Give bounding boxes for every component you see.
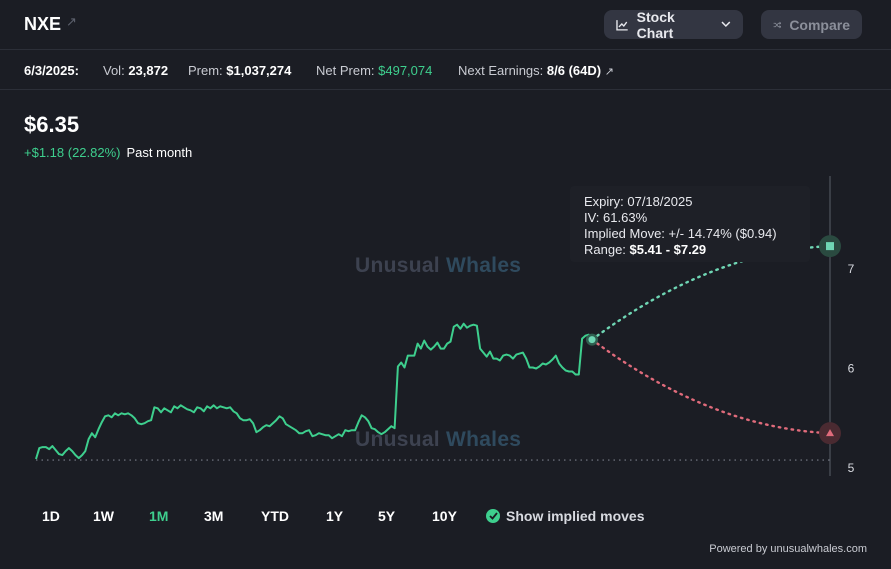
- external-link-icon[interactable]: ↗: [604, 66, 614, 78]
- tooltip-expiry: Expiry: 07/18/2025: [584, 194, 796, 210]
- net-premium-label: Net Prem:: [316, 63, 375, 78]
- price-change-period: Past month: [126, 145, 193, 160]
- info-date: 6/3/2025:: [24, 63, 79, 78]
- tooltip-expiry-value: 07/18/2025: [627, 194, 693, 209]
- compare-button[interactable]: Compare: [761, 10, 862, 39]
- current-price-point: [588, 336, 596, 344]
- premium-label: Prem:: [188, 63, 223, 78]
- volume: Vol: 23,872: [103, 63, 168, 78]
- range-1d[interactable]: 1D: [42, 508, 60, 524]
- line-chart-icon: [616, 19, 628, 31]
- range-3m[interactable]: 3M: [204, 508, 224, 524]
- powered-by: Powered by unusualwhales.com: [709, 543, 867, 555]
- y-tick-label: 5: [848, 461, 855, 475]
- ticker-symbol: NXE: [24, 14, 62, 34]
- implied-move-tooltip: Expiry: 07/18/2025 IV: 61.63% Implied Mo…: [570, 186, 810, 262]
- watermark-bottom: Unusual Whales: [355, 428, 521, 452]
- next-earnings: Next Earnings: 8/6 (64D) ↗: [458, 63, 614, 78]
- range-1m[interactable]: 1M: [149, 508, 169, 524]
- tooltip-iv-value: 61.63%: [603, 210, 648, 225]
- watermark-part2: Whales: [445, 428, 522, 451]
- watermark-top: Unusual Whales: [355, 254, 521, 278]
- price-change: +$1.18 (22.82%) Past month: [24, 145, 192, 160]
- implied-lower-curve: [590, 338, 832, 435]
- tooltip-move: Implied Move: +/- 14.74% ($0.94): [584, 226, 796, 242]
- tooltip-expiry-label: Expiry:: [584, 194, 624, 209]
- next-earnings-value: 8/6 (64D): [546, 63, 602, 78]
- range-10y[interactable]: 10Y: [432, 508, 457, 524]
- show-implied-moves-label: Show implied moves: [506, 508, 645, 524]
- current-price: $6.35: [24, 112, 80, 137]
- stock-chart-label: Stock Chart: [636, 8, 675, 41]
- watermark-part2: Whales: [445, 254, 522, 277]
- tooltip-range-value: $5.41 - $7.29: [629, 242, 707, 257]
- chevron-down-icon: [721, 21, 731, 27]
- lower-target-marker: [826, 429, 834, 437]
- net-premium-value: $497,074: [378, 63, 433, 78]
- upper-target-marker: [826, 242, 834, 251]
- range-1y[interactable]: 1Y: [326, 508, 344, 524]
- volume-label: Vol:: [103, 63, 125, 78]
- tooltip-iv: IV: 61.63%: [584, 210, 796, 226]
- checkmark-icon: [486, 509, 500, 523]
- y-tick-label: 7: [848, 262, 855, 276]
- stock-chart-dropdown[interactable]: Stock Chart: [604, 8, 743, 41]
- show-implied-moves-toggle[interactable]: Show implied moves: [486, 508, 644, 524]
- range-ytd[interactable]: YTD: [261, 508, 289, 524]
- tooltip-move-value: +/- 14.74% ($0.94): [668, 226, 777, 241]
- tooltip-range-label: Range:: [584, 242, 626, 257]
- watermark-part1: Unusual: [355, 254, 440, 277]
- y-tick-label: 6: [848, 362, 855, 376]
- range-1w[interactable]: 1W: [93, 508, 114, 524]
- external-arrow-icon[interactable]: ↗: [66, 14, 77, 29]
- compare-label: Compare: [789, 16, 850, 33]
- tooltip-iv-label: IV:: [584, 210, 600, 225]
- net-premium: Net Prem: $497,074: [316, 63, 432, 78]
- price-series-line: [35, 322, 593, 460]
- tooltip-move-label: Implied Move:: [584, 226, 665, 241]
- range-5y[interactable]: 5Y: [378, 508, 396, 524]
- header: NXE ↗ Stock Chart Compare: [0, 0, 891, 50]
- premium: Prem: $1,037,274: [188, 63, 291, 78]
- watermark-part1: Unusual: [355, 428, 440, 451]
- price-change-value: +$1.18 (22.82%): [24, 145, 121, 160]
- volume-value: 23,872: [128, 63, 169, 78]
- shuffle-icon: [773, 21, 782, 28]
- time-range-selector: 1D 1W 1M 3M YTD 1Y 5Y 10Y Show implied m…: [0, 508, 891, 528]
- info-bar: 6/3/2025: Vol: 23,872 Prem: $1,037,274 N…: [0, 50, 891, 90]
- tooltip-range: Range: $5.41 - $7.29: [584, 242, 796, 258]
- next-earnings-label: Next Earnings:: [458, 63, 544, 78]
- premium-value: $1,037,274: [226, 63, 292, 78]
- price-chart[interactable]: 5 6 7: [0, 170, 891, 490]
